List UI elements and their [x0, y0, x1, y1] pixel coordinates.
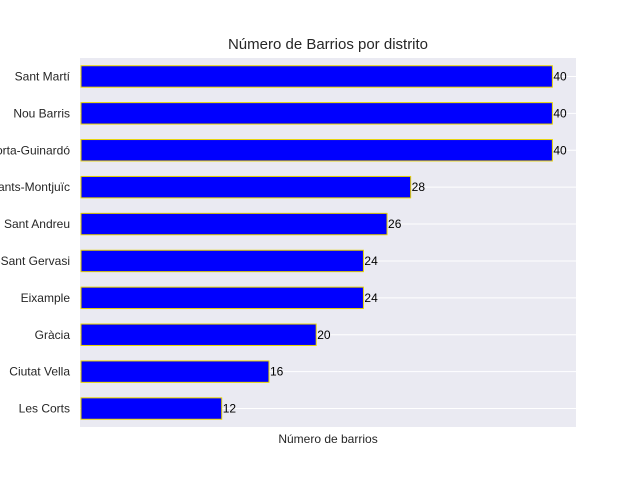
- bar-2: [80, 139, 553, 162]
- category-label-8: Ciutat Vella: [9, 365, 70, 379]
- bar-0: [80, 65, 553, 88]
- bar-9: [80, 397, 223, 420]
- bars: [80, 65, 553, 420]
- bar-7: [80, 323, 317, 346]
- data-label-8: 16: [270, 365, 284, 379]
- data-label-2: 40: [553, 143, 567, 157]
- bar-1: [80, 102, 553, 125]
- category-label-3: Sants-Montjuïc: [0, 180, 70, 194]
- chart-title: Número de Barrios por distrito: [228, 36, 428, 53]
- data-label-0: 40: [553, 69, 567, 83]
- bar-3: [80, 175, 412, 199]
- bar-6: [80, 286, 364, 310]
- data-label-1: 40: [553, 106, 567, 120]
- category-tick-labels: Sant Martí Nou Barris Horta-Guinardó Sants-…: [0, 69, 71, 415]
- category-label-0: Sant Martí: [15, 69, 71, 83]
- category-label-6: Eixample: [21, 291, 71, 305]
- category-label-1: Nou Barris: [13, 106, 70, 120]
- bar-8: [80, 360, 270, 383]
- data-labels: 40 40 40 28 26 24 24 20 16 12: [223, 69, 567, 415]
- category-label-2: Horta-Guinardó: [0, 143, 70, 157]
- data-label-5: 24: [364, 254, 378, 268]
- x-axis-label: Número de barrios: [278, 432, 377, 446]
- data-label-7: 20: [317, 328, 331, 342]
- category-label-5: Sarrià-Sant Gervasi: [0, 254, 70, 268]
- bar-4: [80, 212, 388, 236]
- data-label-4: 26: [388, 217, 402, 231]
- category-label-7: Gràcia: [35, 328, 71, 342]
- bar-5: [80, 249, 364, 273]
- data-label-3: 28: [412, 180, 426, 194]
- data-label-6: 24: [364, 291, 378, 305]
- category-label-9: Les Corts: [19, 402, 70, 416]
- category-label-4: Sant Andreu: [4, 217, 70, 231]
- data-label-9: 12: [223, 402, 237, 416]
